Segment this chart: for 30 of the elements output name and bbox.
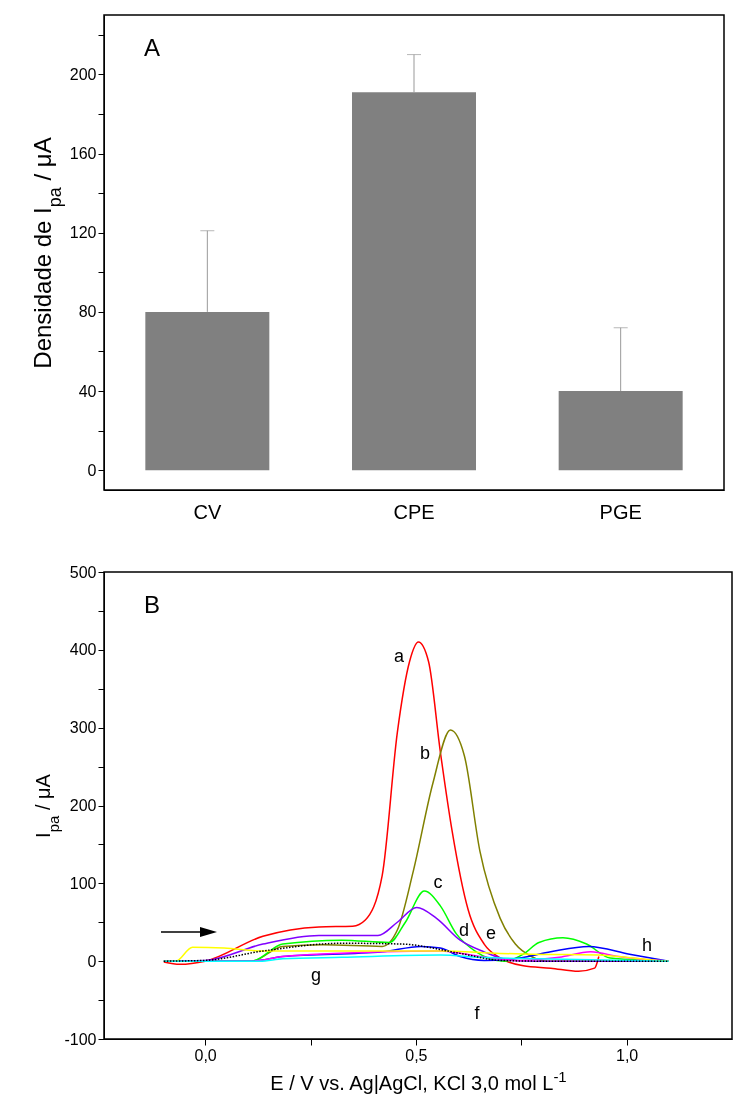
x-tick-label: 0,0	[194, 1046, 217, 1064]
annotation: B	[144, 591, 161, 618]
x-axis-title: E / V vs. Ag|AgCl, KCl 3,0 mol L$^{-1}$	[270, 1067, 567, 1094]
annotation: e	[485, 923, 497, 943]
annotation: A	[144, 34, 161, 61]
y-tick-label: 100	[69, 874, 97, 892]
y-tick-label: 80	[78, 303, 97, 321]
annotation: h	[641, 935, 653, 955]
x-tick-label: CPE	[393, 500, 435, 523]
y-tick-label: 200	[69, 797, 97, 814]
y-tick-label: 300	[69, 719, 97, 737]
y-tick-label: 200	[69, 65, 97, 83]
y-tick-label: -100	[64, 1030, 97, 1048]
x-tick-label: 1,0	[616, 1046, 639, 1064]
y-tick-label: 0	[87, 461, 97, 479]
y-tick-label: 500	[69, 563, 97, 581]
annotation: d	[458, 920, 470, 940]
x-tick-label: CV	[193, 500, 222, 523]
annotation: g	[310, 965, 322, 985]
annotation: a	[393, 646, 405, 666]
y-tick-label: 0	[87, 952, 97, 970]
y-tick-label: 120	[69, 224, 97, 242]
y-tick-label: 160	[69, 145, 97, 163]
y-tick-label: 40	[78, 382, 97, 400]
x-tick-label: 0,5	[405, 1046, 428, 1064]
x-tick-label: PGE	[599, 500, 642, 523]
annotation: c	[433, 872, 443, 892]
y-tick-label: 400	[69, 641, 97, 659]
annotation: f	[474, 1003, 481, 1023]
annotation: b	[419, 743, 431, 763]
